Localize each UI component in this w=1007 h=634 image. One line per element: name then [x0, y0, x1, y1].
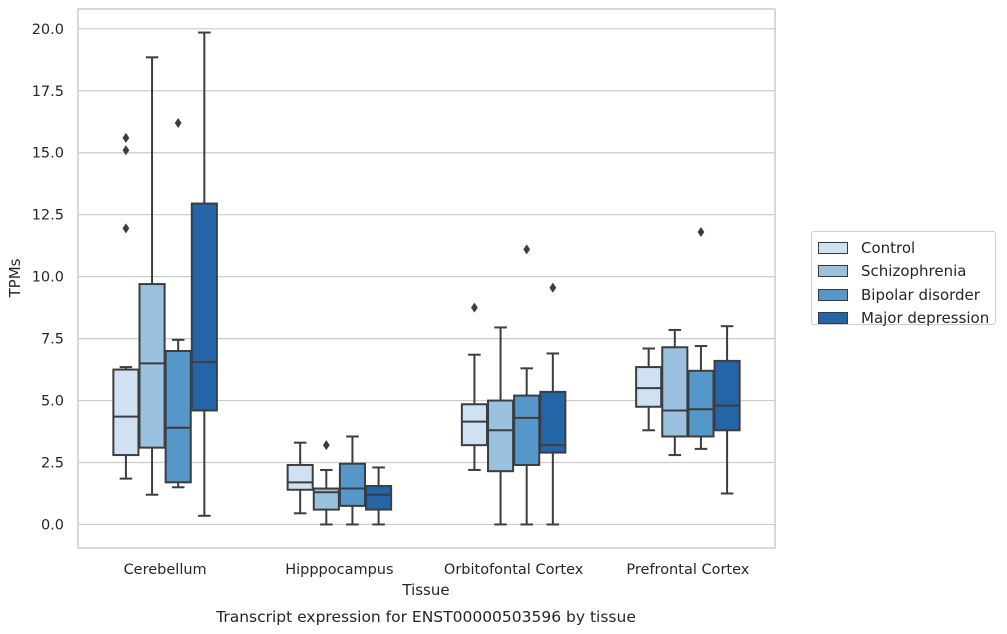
y-tick-label: 15.0: [32, 146, 64, 162]
box-group: [112, 132, 140, 480]
y-tick-label: 10.0: [32, 270, 64, 286]
legend-label: Major depression: [861, 309, 990, 328]
legend-swatch: [818, 241, 848, 254]
box: [460, 403, 488, 447]
legend: Control Schizophrenia Bipolar disorder M…: [811, 231, 996, 327]
y-tick-label: 5.0: [41, 394, 64, 410]
legend-item: Major depression: [818, 307, 995, 331]
box: [338, 462, 366, 507]
legend-swatch: [818, 312, 848, 325]
outlier-point: [471, 302, 478, 313]
box-group: [513, 244, 541, 526]
box-group: [635, 347, 663, 432]
box: [513, 394, 541, 466]
y-tick-label: 20.0: [32, 22, 64, 38]
outlier-point: [697, 227, 705, 238]
box: [713, 359, 741, 432]
outlier-point: [122, 223, 130, 234]
box: [112, 368, 140, 457]
x-tick-label: Prefrontal Cortex: [626, 562, 749, 578]
plot-frame: [77, 8, 776, 549]
box-group: [365, 466, 393, 526]
box: [312, 487, 340, 511]
box-group: [190, 31, 218, 517]
outlier-point: [322, 440, 330, 451]
legend-label: Bipolar disorder: [861, 285, 980, 304]
y-tick-labels: 0.0 2.5 5.0 7.5 10.0 12.5 15.0 17.5 20.0: [32, 22, 64, 534]
legend-label: Schizophrenia: [861, 262, 967, 281]
legend-swatch: [818, 265, 848, 278]
x-axis-label: Tissue: [401, 581, 449, 599]
legend-swatch: [818, 288, 848, 301]
box: [190, 202, 218, 412]
box: [687, 369, 715, 438]
box-group: [539, 282, 567, 526]
x-tick-label: Hipppocampus: [285, 562, 393, 578]
outlier-point: [122, 145, 130, 156]
x-tick-label: Orbitofontal Cortex: [444, 562, 584, 578]
legend-item: Control: [818, 236, 995, 260]
legend-item: Bipolar disorder: [818, 283, 995, 307]
y-tick-label: 12.5: [32, 208, 64, 224]
box-layer: [112, 31, 741, 526]
box-group: [312, 440, 340, 526]
box: [164, 349, 192, 484]
box-group: [661, 328, 689, 457]
outlier-point: [523, 244, 531, 255]
outlier-point: [174, 117, 182, 128]
legend-label: Control: [861, 238, 916, 257]
box-group: [164, 117, 192, 489]
box-group: [687, 227, 715, 450]
box-group: [286, 441, 314, 515]
chart-caption: Transcript expression for ENST0000050359…: [215, 608, 636, 626]
box: [365, 485, 393, 511]
box: [539, 390, 567, 454]
y-tick-label: 17.5: [32, 84, 64, 100]
x-tick-label: Cerebellum: [124, 562, 207, 578]
x-tick-labels: Cerebellum Hipppocampus Orbitofontal Corte…: [124, 562, 750, 578]
box-group: [138, 56, 166, 496]
y-axis-label: TPMs: [6, 258, 24, 298]
box: [286, 463, 314, 491]
box: [487, 399, 515, 473]
box-group: [338, 435, 366, 526]
box: [138, 283, 166, 449]
legend-item: Schizophrenia: [818, 260, 995, 284]
y-tick-label: 7.5: [41, 332, 64, 348]
outlier-point: [549, 282, 557, 293]
box: [635, 366, 663, 408]
box-group: [460, 302, 488, 471]
box-group: [713, 325, 741, 495]
y-tick-label: 0.0: [41, 517, 64, 533]
outlier-point: [122, 132, 130, 143]
y-tick-label: 2.5: [41, 456, 64, 472]
box: [661, 346, 689, 438]
box-group: [487, 326, 515, 526]
